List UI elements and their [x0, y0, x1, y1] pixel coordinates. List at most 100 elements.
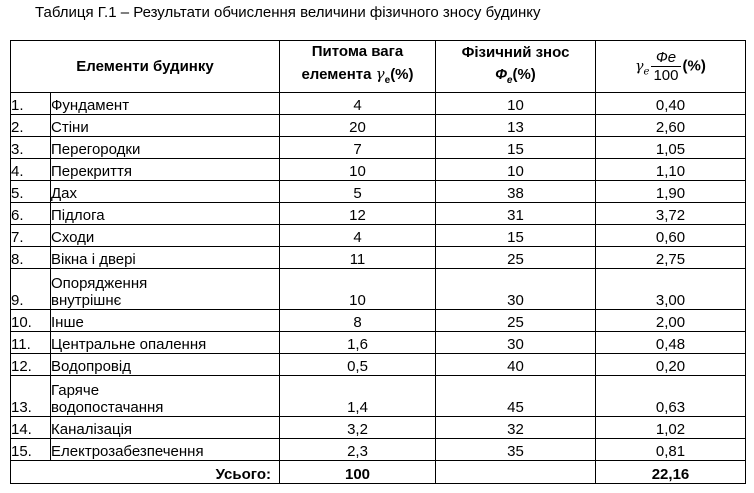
row-weight: 5	[279, 180, 436, 203]
element-name-line1: Водопровід	[51, 358, 131, 375]
row-weight: 0,5	[279, 353, 436, 376]
total-weight: 100	[279, 460, 436, 484]
fraction-denominator: 100	[653, 67, 679, 84]
element-name-line2: внутрішнє	[51, 292, 122, 309]
row-element-name: Електрозабезпечення	[50, 438, 280, 461]
row-wear: 13	[435, 114, 596, 137]
row-wear: 30	[435, 331, 596, 354]
row-number: 15.	[10, 438, 51, 461]
row-result: 2,60	[595, 114, 746, 137]
table-row: 5. Дах 5 38 1,90	[10, 180, 746, 203]
header-weight-unit: (%)	[390, 66, 414, 83]
result-gamma-symbol: γ	[635, 58, 644, 75]
row-result: 1,02	[595, 416, 746, 439]
table-row: 14. Каналізація 3,2 32 1,02	[10, 416, 746, 439]
row-weight: 3,2	[279, 416, 436, 439]
row-wear: 40	[435, 353, 596, 376]
row-number: 14.	[10, 416, 51, 439]
table-body: 1. Фундамент 4 10 0,40 2. Стіни 20 13 2,60 3. Перег…	[10, 92, 746, 461]
row-number: 13.	[10, 375, 51, 417]
row-weight: 10	[279, 158, 436, 181]
row-weight: 4	[279, 92, 436, 115]
table-row: 9. Опорядження внутрішнє 10 30 3,00	[10, 268, 746, 310]
row-element-name: Фундамент	[50, 92, 280, 115]
row-weight: 4	[279, 224, 436, 247]
element-name-line1: Сходи	[51, 229, 95, 246]
row-result: 1,05	[595, 136, 746, 159]
element-name-line1: Перекриття	[51, 163, 132, 180]
row-result: 3,72	[595, 202, 746, 225]
row-weight: 11	[279, 246, 436, 269]
row-element-name: Центральне опалення	[50, 331, 280, 354]
row-element-name: Вікна і двері	[50, 246, 280, 269]
total-result: 22,16	[595, 460, 746, 484]
row-result: 0,63	[595, 375, 746, 417]
element-name-line1: Каналізація	[51, 421, 133, 438]
table-row: 10. Інше 8 25 2,00	[10, 309, 746, 332]
physical-wear-table: Елементи будинку Питома вага елемента γе…	[10, 40, 746, 484]
element-name-line1: Фундамент	[51, 97, 130, 114]
element-name-line1: Електрозабезпечення	[51, 443, 204, 460]
row-wear: 10	[435, 92, 596, 115]
header-row: Елементи будинку Питома вага елемента γе…	[10, 40, 746, 93]
row-number: 11.	[10, 331, 51, 354]
header-elements: Елементи будинку	[10, 40, 280, 93]
header-result-unit: (%)	[682, 57, 706, 75]
row-element-name: Підлога	[50, 202, 280, 225]
element-name-line1: Інше	[51, 314, 84, 331]
total-row: Усього: 100 22,16	[10, 460, 746, 484]
row-element-name: Водопровід	[50, 353, 280, 376]
row-result: 2,75	[595, 246, 746, 269]
row-element-name: Каналізація	[50, 416, 280, 439]
row-element-name: Перегородки	[50, 136, 280, 159]
row-number: 2.	[10, 114, 51, 137]
header-wear: Фізичний знос Фе(%)	[435, 40, 596, 93]
row-wear: 15	[435, 224, 596, 247]
header-weight: Питома вага елемента γе(%)	[279, 40, 436, 93]
header-weight-line2: елемента	[301, 66, 376, 83]
row-element-name: Опорядження внутрішнє	[50, 268, 280, 310]
table-row: 15. Електрозабезпечення 2,3 35 0,81	[10, 438, 746, 461]
row-wear: 25	[435, 246, 596, 269]
table-row: 12. Водопровід 0,5 40 0,20	[10, 353, 746, 376]
row-weight: 8	[279, 309, 436, 332]
row-number: 1.	[10, 92, 51, 115]
row-number: 10.	[10, 309, 51, 332]
row-number: 9.	[10, 268, 51, 310]
result-fraction: Фе 100	[651, 49, 681, 84]
table-row: 8. Вікна і двері 11 25 2,75	[10, 246, 746, 269]
row-element-name: Сходи	[50, 224, 280, 247]
row-element-name: Стіни	[50, 114, 280, 137]
row-wear: 32	[435, 416, 596, 439]
row-weight: 10	[279, 268, 436, 310]
table-row: 6. Підлога 12 31 3,72	[10, 202, 746, 225]
row-weight: 1,4	[279, 375, 436, 417]
table-row: 4. Перекриття 10 10 1,10	[10, 158, 746, 181]
row-wear: 25	[435, 309, 596, 332]
row-number: 12.	[10, 353, 51, 376]
row-result: 2,00	[595, 309, 746, 332]
element-name-line2: водопостачання	[51, 399, 164, 416]
total-wear	[435, 460, 596, 484]
row-wear: 45	[435, 375, 596, 417]
result-gamma-subscript: е	[643, 66, 650, 78]
header-wear-line1: Фізичний знос	[461, 43, 570, 61]
header-elements-label: Елементи будинку	[76, 57, 214, 75]
row-weight: 7	[279, 136, 436, 159]
table-row: 7. Сходи 4 15 0,60	[10, 224, 746, 247]
header-wear-unit: (%)	[512, 65, 536, 83]
gamma-subscript: е	[384, 75, 391, 86]
phi-symbol: Ф	[495, 65, 507, 83]
element-name-line1: Гаряче	[51, 382, 100, 399]
element-name-line1: Стіни	[51, 119, 89, 136]
gamma-symbol: γ	[375, 65, 385, 83]
table-row: 2. Стіни 20 13 2,60	[10, 114, 746, 137]
row-number: 6.	[10, 202, 51, 225]
row-number: 3.	[10, 136, 51, 159]
total-label: Усього:	[10, 460, 280, 484]
phi-subscript: е	[506, 74, 513, 86]
element-name-line1: Вікна і двері	[51, 251, 136, 268]
table-row: 13. Гаряче водопостачання 1,4 45 0,63	[10, 375, 746, 417]
row-element-name: Гаряче водопостачання	[50, 375, 280, 417]
row-number: 5.	[10, 180, 51, 203]
